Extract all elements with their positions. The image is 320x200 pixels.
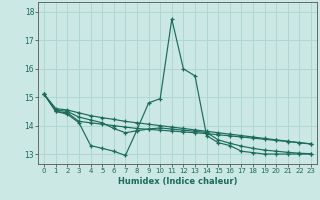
X-axis label: Humidex (Indice chaleur): Humidex (Indice chaleur)	[118, 177, 237, 186]
